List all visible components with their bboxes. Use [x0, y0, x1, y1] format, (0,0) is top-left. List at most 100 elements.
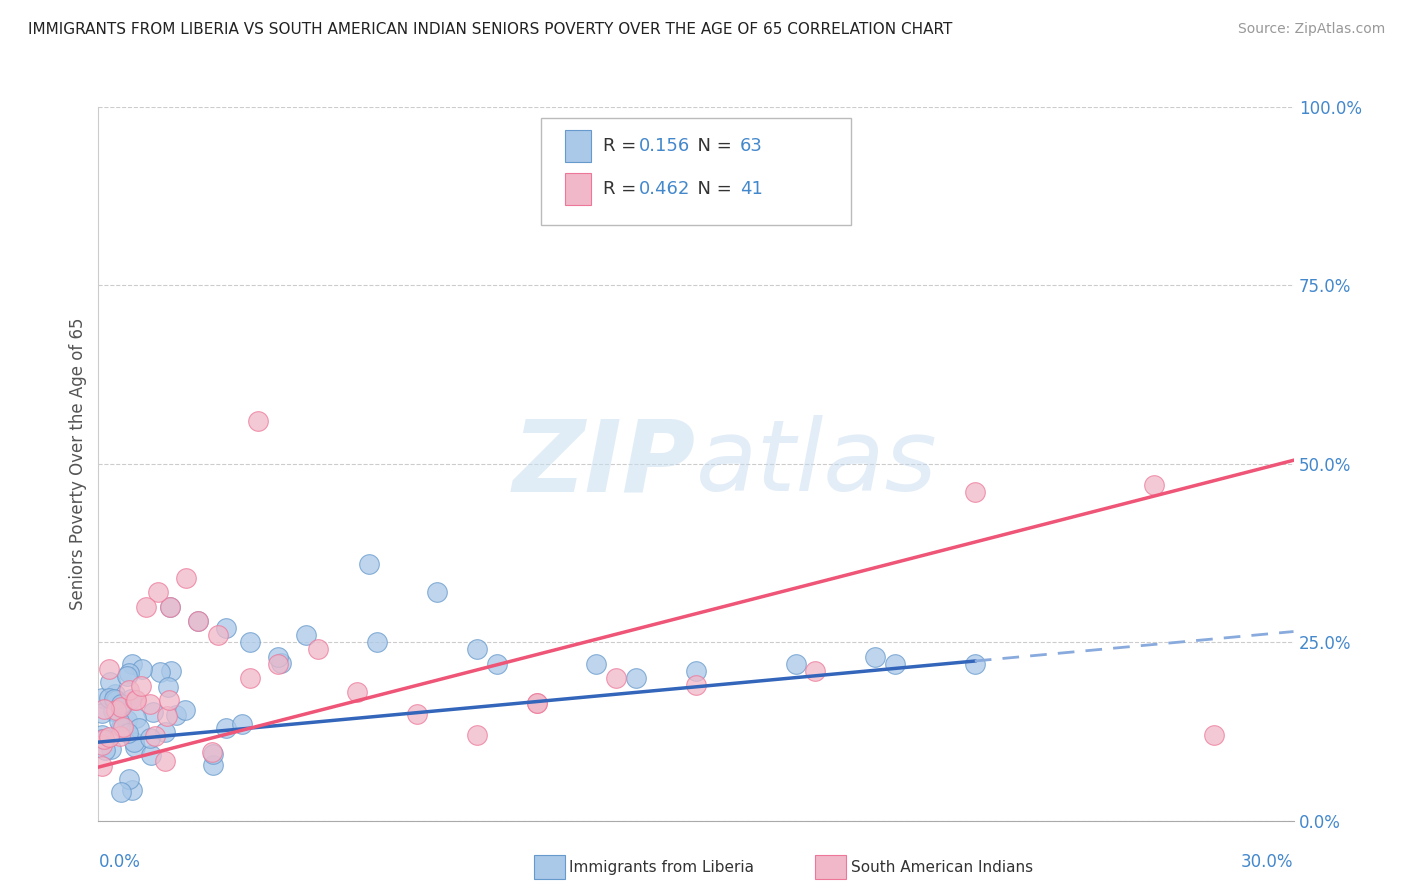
Point	[307, 642, 329, 657]
Point	[267, 649, 290, 664]
Text: N =: N =	[686, 180, 738, 198]
Point	[91, 759, 114, 773]
Point	[104, 687, 127, 701]
Point	[156, 709, 179, 723]
Text: 30.0%: 30.0%	[1241, 853, 1294, 871]
FancyBboxPatch shape	[540, 118, 852, 225]
Point	[267, 657, 290, 671]
Point	[93, 702, 115, 716]
Point	[108, 714, 131, 728]
Point	[125, 711, 148, 725]
Point	[366, 635, 388, 649]
Point	[97, 662, 120, 676]
Point	[165, 708, 187, 723]
Point	[110, 700, 132, 714]
Point	[124, 693, 146, 707]
Point	[231, 717, 253, 731]
Point	[239, 635, 262, 649]
Point	[157, 692, 180, 706]
Point	[685, 678, 707, 692]
Point	[131, 663, 153, 677]
Point	[120, 692, 142, 706]
Point	[804, 664, 827, 678]
Point	[97, 731, 120, 745]
Point	[135, 599, 157, 614]
Point	[91, 738, 114, 752]
Point	[526, 696, 548, 710]
Point	[485, 657, 508, 671]
Point	[187, 614, 209, 628]
Point	[215, 722, 238, 736]
Text: R =: R =	[603, 180, 641, 198]
Point	[91, 706, 114, 720]
Point	[103, 692, 125, 706]
Point	[426, 585, 449, 599]
Point	[585, 657, 607, 671]
Point	[685, 664, 707, 678]
Point	[159, 664, 181, 678]
Point	[174, 703, 197, 717]
Point	[139, 697, 162, 711]
Point	[884, 657, 907, 671]
Point	[138, 731, 160, 746]
Point	[115, 713, 138, 727]
Point	[108, 729, 131, 743]
Text: Source: ZipAtlas.com: Source: ZipAtlas.com	[1237, 22, 1385, 37]
Point	[605, 671, 627, 685]
Point	[153, 754, 176, 768]
Point	[187, 614, 209, 628]
Point	[626, 671, 648, 685]
Point	[142, 706, 165, 720]
Point	[159, 599, 181, 614]
Point	[122, 734, 145, 748]
Point	[143, 729, 166, 743]
Point	[159, 599, 181, 614]
Point	[98, 675, 121, 690]
Text: 0.156: 0.156	[638, 137, 690, 155]
Text: R =: R =	[603, 137, 641, 155]
Point	[94, 743, 117, 757]
Point	[117, 726, 139, 740]
Point	[406, 706, 429, 721]
Point	[201, 745, 224, 759]
Point	[121, 782, 143, 797]
Point	[174, 571, 197, 585]
Point	[118, 666, 141, 681]
Point	[359, 557, 381, 571]
Point	[1143, 478, 1166, 492]
Point	[121, 657, 143, 672]
Point	[105, 703, 128, 717]
Text: N =: N =	[686, 137, 738, 155]
Text: 41: 41	[740, 180, 763, 198]
Point	[125, 693, 148, 707]
Point	[91, 728, 114, 742]
Point	[141, 747, 163, 762]
Point	[157, 681, 180, 695]
Point	[963, 485, 986, 500]
Point	[153, 724, 176, 739]
Point	[202, 747, 225, 761]
Text: 0.0%: 0.0%	[98, 853, 141, 871]
Point	[149, 665, 172, 680]
Point	[98, 690, 121, 705]
Point	[148, 585, 170, 599]
Point	[128, 721, 150, 735]
Point	[124, 739, 146, 754]
Y-axis label: Seniors Poverty Over the Age of 65: Seniors Poverty Over the Age of 65	[69, 318, 87, 610]
Point	[202, 757, 225, 772]
Point	[110, 697, 132, 711]
Text: 63: 63	[740, 137, 763, 155]
Bar	[565, 130, 591, 162]
Text: ZIP: ZIP	[513, 416, 696, 512]
Point	[108, 700, 131, 714]
Point	[207, 628, 229, 642]
Bar	[565, 173, 591, 205]
Text: IMMIGRANTS FROM LIBERIA VS SOUTH AMERICAN INDIAN SENIORS POVERTY OVER THE AGE OF: IMMIGRANTS FROM LIBERIA VS SOUTH AMERICA…	[28, 22, 952, 37]
Point	[129, 679, 152, 693]
Point	[294, 628, 316, 642]
Point	[346, 685, 368, 699]
Point	[863, 649, 887, 664]
Point	[465, 728, 488, 742]
Point	[112, 720, 135, 734]
Point	[117, 669, 139, 683]
